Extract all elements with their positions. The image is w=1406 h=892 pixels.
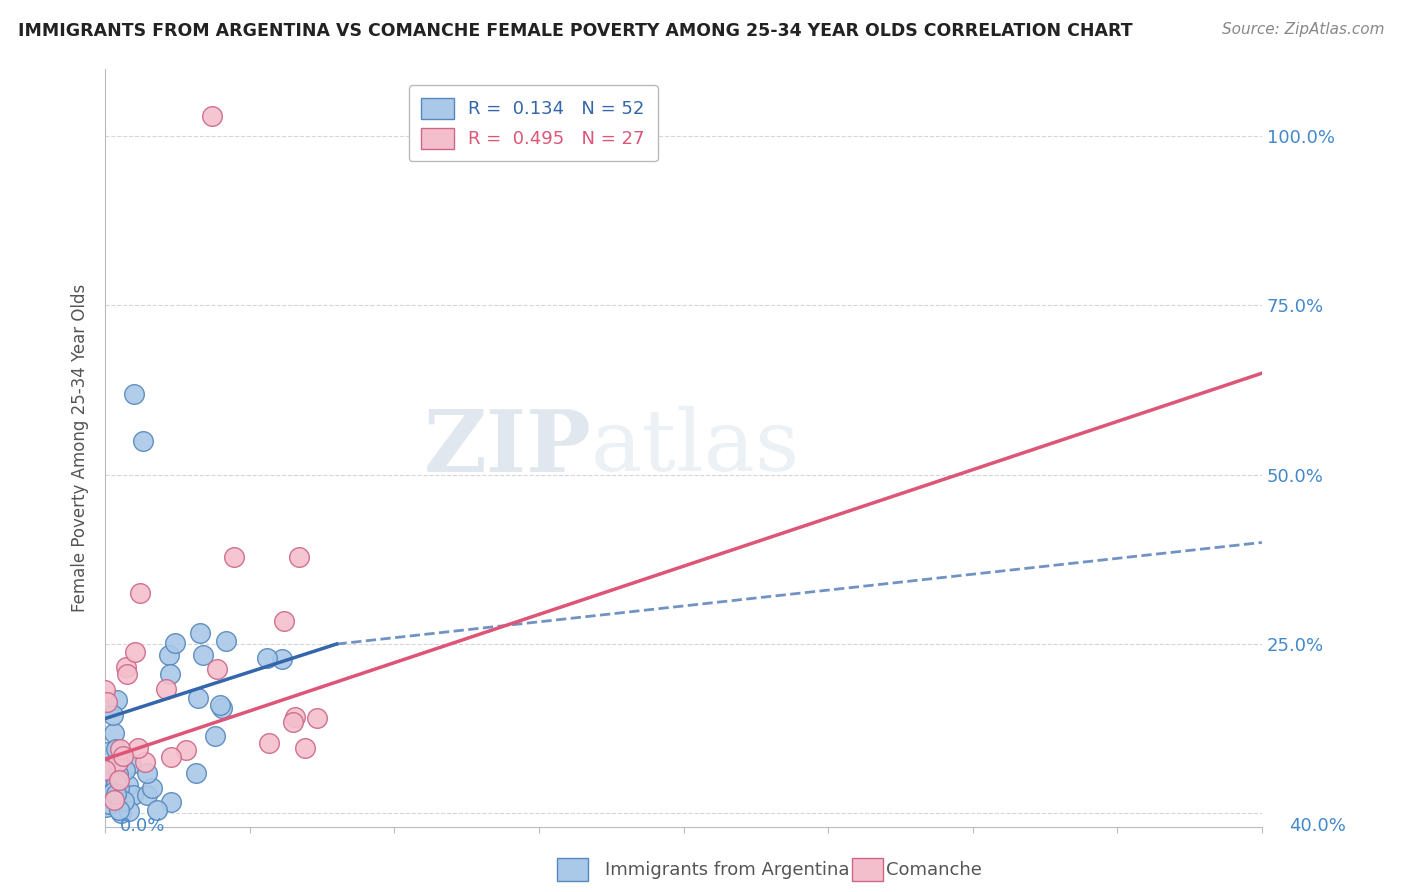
Point	[159, 667, 181, 681]
Text: atlas: atlas	[591, 406, 800, 490]
Point	[96, 745, 118, 759]
Point	[105, 787, 128, 801]
Point	[115, 666, 138, 681]
Point	[105, 791, 128, 805]
Point	[112, 794, 135, 808]
Point	[107, 755, 129, 769]
Point	[127, 741, 149, 756]
Point	[104, 793, 127, 807]
Point	[193, 648, 215, 662]
Point	[98, 797, 121, 812]
Point	[135, 788, 157, 802]
Text: ZIP: ZIP	[423, 406, 591, 490]
Point	[294, 740, 316, 755]
Point	[155, 681, 177, 696]
Point	[160, 750, 183, 764]
Point	[122, 386, 145, 401]
Point	[208, 698, 231, 713]
Point	[135, 766, 157, 780]
Text: IMMIGRANTS FROM ARGENTINA VS COMANCHE FEMALE POVERTY AMONG 25-34 YEAR OLDS CORRE: IMMIGRANTS FROM ARGENTINA VS COMANCHE FE…	[18, 22, 1133, 40]
Point	[187, 691, 209, 706]
Point	[284, 710, 307, 724]
Point	[105, 693, 128, 707]
Point	[129, 585, 152, 599]
Text: 0.0%: 0.0%	[120, 817, 165, 835]
Legend: R =  0.134   N = 52, R =  0.495   N = 27: R = 0.134 N = 52, R = 0.495 N = 27	[409, 85, 658, 161]
Point	[115, 660, 138, 674]
Point	[101, 785, 124, 799]
Point	[160, 796, 183, 810]
Point	[114, 764, 136, 778]
Point	[94, 683, 117, 698]
Point	[186, 766, 208, 780]
Point	[112, 749, 135, 764]
Point	[201, 109, 224, 123]
Point	[307, 711, 329, 725]
Point	[146, 803, 169, 817]
Text: Source: ZipAtlas.com: Source: ZipAtlas.com	[1222, 22, 1385, 37]
Point	[124, 645, 146, 659]
Point	[96, 770, 118, 784]
Point	[188, 626, 211, 640]
Text: 40.0%: 40.0%	[1289, 817, 1346, 835]
Point	[271, 652, 294, 666]
Text: Comanche: Comanche	[886, 861, 981, 879]
Point	[281, 714, 304, 729]
Point	[94, 788, 117, 802]
Point	[105, 785, 128, 799]
Point	[215, 634, 238, 648]
Point	[110, 806, 132, 821]
Point	[103, 792, 125, 806]
Point	[100, 790, 122, 805]
Point	[104, 772, 127, 787]
Point	[108, 803, 131, 817]
Point	[132, 434, 155, 448]
Point	[103, 708, 125, 723]
Point	[174, 743, 197, 757]
Point	[134, 755, 156, 769]
Point	[121, 756, 143, 771]
Point	[122, 789, 145, 803]
Point	[108, 742, 131, 756]
Point	[273, 615, 295, 629]
Point	[204, 730, 226, 744]
Point	[141, 781, 163, 796]
Point	[105, 776, 128, 790]
Point	[108, 772, 131, 787]
Point	[100, 760, 122, 774]
Point	[98, 764, 121, 779]
Point	[163, 636, 186, 650]
Text: Immigrants from Argentina: Immigrants from Argentina	[605, 861, 849, 879]
Point	[107, 786, 129, 800]
Point	[97, 701, 120, 715]
Point	[211, 700, 233, 714]
Point	[118, 805, 141, 819]
Point	[96, 695, 118, 709]
Point	[256, 651, 278, 665]
Point	[103, 726, 125, 740]
Point	[105, 742, 128, 756]
Point	[288, 549, 311, 564]
Point	[108, 781, 131, 796]
Point	[117, 778, 139, 792]
Point	[224, 549, 246, 564]
Y-axis label: Female Poverty Among 25-34 Year Olds: Female Poverty Among 25-34 Year Olds	[72, 284, 89, 612]
Point	[259, 736, 281, 750]
Point	[98, 788, 121, 802]
Point	[107, 767, 129, 781]
Point	[205, 661, 228, 675]
Point	[94, 763, 117, 777]
Point	[159, 648, 181, 663]
Point	[96, 799, 118, 814]
